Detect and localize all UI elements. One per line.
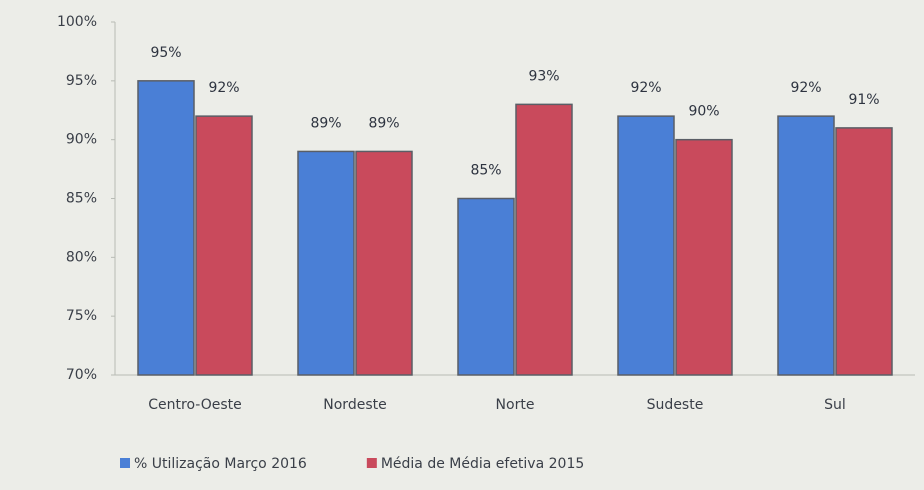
bar <box>138 81 194 375</box>
bar <box>676 140 732 375</box>
y-tick-label: 70% <box>66 367 97 383</box>
value-label: 90% <box>688 104 719 120</box>
bar <box>516 104 572 375</box>
y-tick-label: 100% <box>57 14 97 30</box>
legend-swatch <box>120 458 130 468</box>
bar <box>836 128 892 375</box>
x-tick-label: Centro-Oeste <box>148 397 242 413</box>
y-tick-label: 80% <box>66 249 97 265</box>
value-label: 95% <box>150 45 181 61</box>
value-label: 92% <box>630 80 661 96</box>
chart: 70% 75% 80% 85% 90% 95% 100% Centro-Oeste 95% 92%… <box>0 0 924 490</box>
value-label: 93% <box>528 68 559 84</box>
value-label: 89% <box>368 115 399 131</box>
legend-label: % Utilização Março 2016 <box>134 456 307 472</box>
bar <box>618 116 674 375</box>
value-label: 89% <box>310 115 341 131</box>
bar <box>298 151 354 375</box>
value-label: 92% <box>208 80 239 96</box>
x-tick-label: Sudeste <box>647 397 704 413</box>
legend-label: Média de Média efetiva 2015 <box>381 456 584 472</box>
y-tick-label: 75% <box>66 308 97 324</box>
value-label: 92% <box>790 80 821 96</box>
x-tick-label: Norte <box>496 397 535 413</box>
x-tick-label: Nordeste <box>323 397 386 413</box>
bar <box>778 116 834 375</box>
value-label: 85% <box>470 163 501 179</box>
bar <box>356 151 412 375</box>
bar <box>458 199 514 376</box>
legend-swatch <box>367 458 377 468</box>
value-label: 91% <box>848 92 879 108</box>
y-tick-label: 95% <box>66 73 97 89</box>
x-tick-label: Sul <box>824 397 846 413</box>
bar <box>196 116 252 375</box>
y-tick-label: 85% <box>66 191 97 207</box>
y-tick-label: 90% <box>66 132 97 148</box>
